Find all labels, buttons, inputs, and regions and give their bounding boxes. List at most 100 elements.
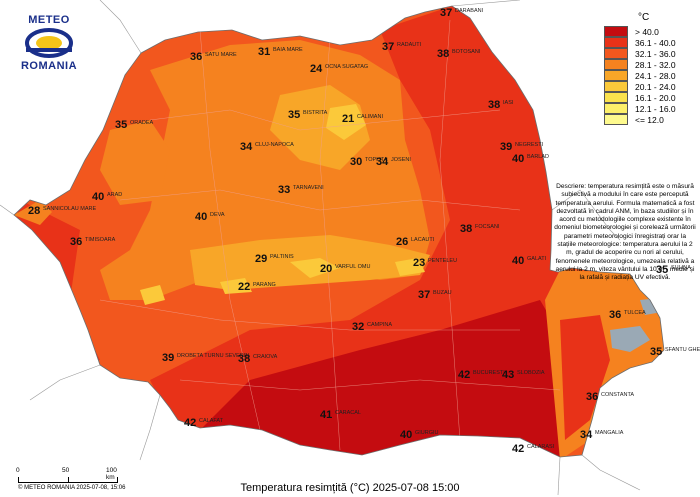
station-ocna-sugatag: 24 OCNA SUGATAG <box>310 63 368 75</box>
station-name: BISTRITA <box>303 110 328 116</box>
station-arad: 40 ARAD <box>92 191 122 203</box>
station-name: PENTELEU <box>428 258 457 264</box>
station-name: DARABANI <box>455 8 484 14</box>
station-paltinis: 29 PALTINIS <box>255 253 294 265</box>
station-value: 35 <box>288 109 300 121</box>
logo-top-text: METEO <box>28 14 70 26</box>
legend-swatch <box>604 103 628 114</box>
station-value: 33 <box>278 184 290 196</box>
station-value: 38 <box>437 48 449 60</box>
legend-item: 24.1 - 28.0 <box>604 70 694 81</box>
legend-swatch <box>604 37 628 48</box>
station-calarasi: 42 CALARASI <box>512 443 555 455</box>
station-name: IASI <box>503 100 514 106</box>
station-value: 21 <box>342 113 354 125</box>
station-tarnaveni: 33 TARNAVENI <box>278 184 324 196</box>
legend-item: 32.1 - 36.0 <box>604 48 694 59</box>
scale-label-0: 0 <box>16 467 20 474</box>
station-name: NEGRESTI <box>515 142 544 148</box>
station-name: CLUJ-NAPOCA <box>255 142 294 148</box>
station-radauti: 37 RADAUTI <box>382 41 422 53</box>
station-value: 26 <box>396 236 408 248</box>
station-value: 37 <box>440 7 452 19</box>
legend-item: > 40.0 <box>604 26 694 37</box>
station-constanta: 36 CONSTANTA <box>586 391 634 403</box>
station-value: 32 <box>352 321 364 333</box>
station-value: 38 <box>460 223 472 235</box>
scale-bar: 0 50 100 km <box>16 467 118 483</box>
logo-emblem-icon <box>21 28 77 58</box>
station-iasi: 38 IASI <box>488 99 514 111</box>
station-value: 30 <box>350 156 362 168</box>
station-name: LACAUTI <box>411 237 435 243</box>
station-name: CONSTANTA <box>601 392 634 398</box>
meteo-romania-logo: METEO ROMANIA <box>10 14 88 72</box>
station-name: SFANTU GHEORGHE <box>665 347 700 353</box>
legend-unit: °C <box>638 12 650 23</box>
station-name: CARACAL <box>335 410 361 416</box>
station-value: 36 <box>586 391 598 403</box>
station-name: GALATI <box>527 256 547 262</box>
legend-item: <= 12.0 <box>604 114 694 125</box>
station-name: ARAD <box>107 192 122 198</box>
temperature-legend: °C > 40.0 36.1 - 40.0 32.1 - 36.0 28.1 - 32… <box>604 12 694 125</box>
station-value: 39 <box>500 141 512 153</box>
station-name: TULCEA <box>624 310 646 316</box>
legend-label: 32.1 - 36.0 <box>635 48 676 59</box>
copyright: © METEO ROMANIA 2025-07-08, 15:06 <box>18 485 126 491</box>
station-name: SULINA <box>671 265 691 271</box>
station-name: ORADEA <box>130 120 154 126</box>
legend-item: 12.1 - 16.0 <box>604 103 694 114</box>
station-value: 38 <box>488 99 500 111</box>
station-name: VARFUL OMU <box>335 264 370 270</box>
legend-swatch <box>604 70 628 81</box>
station-mangalia: 34 MANGALIA <box>580 429 624 441</box>
legend-swatch <box>604 114 628 125</box>
station-calimani: 21 CALIMANI <box>342 113 383 125</box>
station-name: BUZAU <box>433 290 452 296</box>
legend-label: 24.1 - 28.0 <box>635 70 676 81</box>
legend-item: 16.1 - 20.0 <box>604 92 694 103</box>
station-name: BUCURESTI <box>473 370 505 376</box>
station-name: BOTOSANI <box>452 49 481 55</box>
legend-swatch <box>604 59 628 70</box>
station-value: 29 <box>255 253 267 265</box>
legend-label: > 40.0 <box>635 26 659 37</box>
station-oradea: 35 ORADEA <box>115 119 154 131</box>
legend-item: 28.1 - 32.0 <box>604 59 694 70</box>
station-value: 34 <box>240 141 253 153</box>
station-craiova: 38 CRAIOVA <box>238 353 278 365</box>
station-value: 42 <box>458 369 470 381</box>
station-name: OCNA SUGATAG <box>325 64 368 70</box>
station-value: 31 <box>258 46 270 58</box>
station-name: SANNICOLAU MARE <box>43 206 97 212</box>
station-slobozia: 43 SLOBOZIA <box>502 369 545 381</box>
station-name: BAIA MARE <box>273 47 303 53</box>
description-text: Descriere: temperatura resimțită este o … <box>554 183 696 282</box>
station-calafat: 42 CALAFAT <box>184 417 224 429</box>
station-value: 35 <box>656 264 668 276</box>
station-value: 40 <box>92 191 104 203</box>
legend-label: 28.1 - 32.0 <box>635 59 676 70</box>
scale-line <box>18 477 118 483</box>
station-value: 36 <box>70 236 82 248</box>
station-focsani: 38 FOCSANI <box>460 223 500 235</box>
station-value: 40 <box>400 429 412 441</box>
station-name: RADAUTI <box>397 42 422 48</box>
legend-label: 36.1 - 40.0 <box>635 37 676 48</box>
station-name: GIURGIU <box>415 430 439 436</box>
station-timisoara: 36 TIMISOARA <box>70 236 116 248</box>
legend-swatch <box>604 48 628 59</box>
station-name: FOCSANI <box>475 224 500 230</box>
legend-swatch <box>604 81 628 92</box>
station-name: CALAFAT <box>199 418 224 424</box>
station-value: 35 <box>650 346 662 358</box>
legend-item: 20.1 - 24.0 <box>604 81 694 92</box>
map-title: Temperatura resimțită (°C) 2025-07-08 15… <box>240 482 460 494</box>
station-name: TOPLITA <box>365 157 388 163</box>
station-baia-mare: 31 BAIA MARE <box>258 46 303 58</box>
station-value: 41 <box>320 409 332 421</box>
station-bistrita: 35 BISTRITA <box>288 109 328 121</box>
station-value: 22 <box>238 281 250 293</box>
